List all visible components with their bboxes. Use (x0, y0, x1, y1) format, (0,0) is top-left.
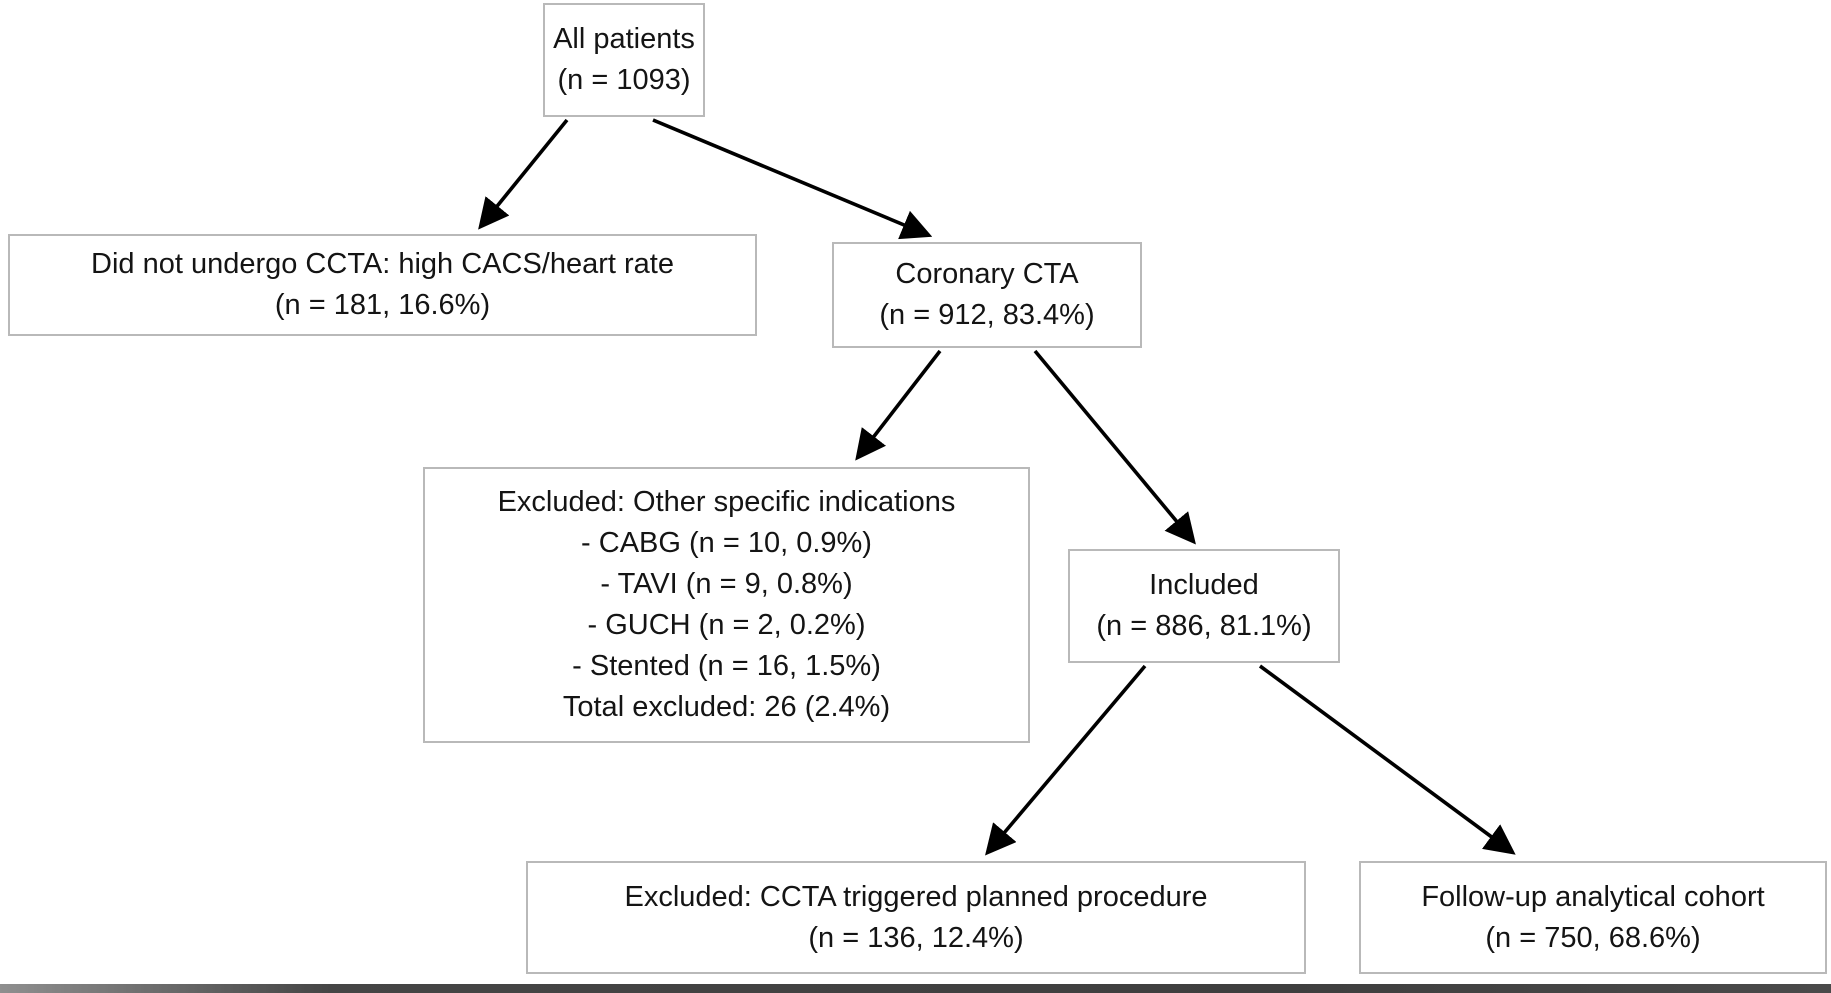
node-line: Excluded: Other specific indications (497, 486, 956, 518)
node-line: Follow-up analytical cohort (1421, 880, 1765, 913)
node-line: Coronary CTA (895, 258, 1079, 290)
node-line: (n = 912, 83.4%) (879, 299, 1095, 331)
arrow-included-to-followup-cohort (1258, 664, 1516, 855)
node-line: - TAVI (n = 9, 0.8%) (600, 568, 853, 600)
node-excluded-other-indications: Excluded: Other specific indications - C… (423, 467, 1030, 743)
node-followup-analytical-cohort: Follow-up analytical cohort (n = 750, 68… (1359, 861, 1827, 974)
node-line: - GUCH (n = 2, 0.2%) (587, 609, 866, 641)
arrow-included-to-excluded-procedure (985, 664, 1147, 856)
node-line: Excluded: CCTA triggered planned procedu… (624, 880, 1208, 913)
node-line: All patients (553, 23, 695, 55)
node-line: (n = 1093) (557, 64, 691, 96)
node-included: Included (n = 886, 81.1%) (1068, 549, 1340, 663)
node-did-not-undergo-ccta: Did not undergo CCTA: high CACS/heart ra… (8, 234, 757, 336)
figure-bottom-rule (0, 984, 1831, 993)
arrow-all-patients-to-coronary-cta (652, 118, 933, 240)
arrow-coronary-cta-to-included (1033, 349, 1196, 545)
node-coronary-cta: Coronary CTA (n = 912, 83.4%) (832, 242, 1142, 348)
arrow-coronary-cta-to-excluded-other (855, 349, 942, 461)
node-line: (n = 886, 81.1%) (1096, 610, 1312, 642)
node-line: Included (1149, 569, 1259, 601)
node-line: Total excluded: 26 (2.4%) (562, 691, 891, 723)
node-excluded-ccta-triggered-procedure: Excluded: CCTA triggered planned procedu… (526, 861, 1306, 974)
node-line: - Stented (n = 16, 1.5%) (572, 650, 881, 682)
node-line: (n = 181, 16.6%) (274, 289, 491, 321)
node-line: (n = 136, 12.4%) (808, 921, 1024, 954)
node-line: - CABG (n = 10, 0.9%) (581, 527, 872, 559)
node-line: (n = 750, 68.6%) (1485, 921, 1701, 954)
arrow-all-patients-to-no-ccta (478, 118, 569, 230)
node-line: Did not undergo CCTA: high CACS/heart ra… (91, 248, 674, 280)
node-all-patients: All patients (n = 1093) (543, 3, 705, 117)
